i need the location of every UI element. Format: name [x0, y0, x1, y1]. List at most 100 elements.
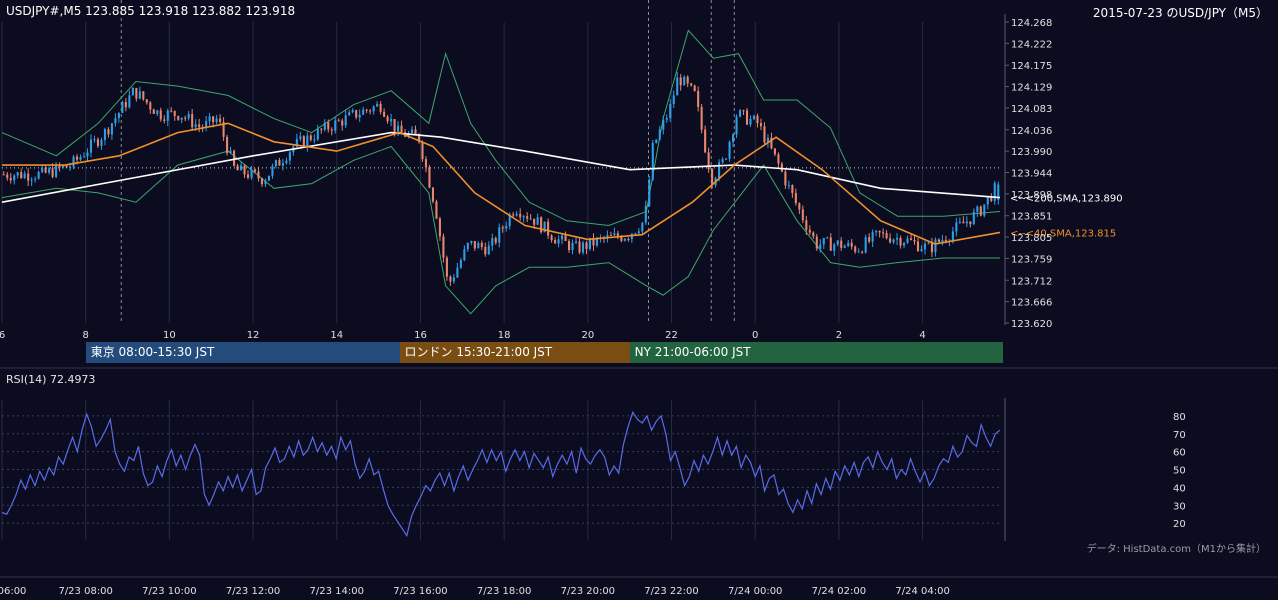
candle-body [417, 133, 421, 142]
candle-body [780, 163, 783, 172]
candle-body [927, 243, 930, 245]
candle-body [721, 159, 724, 163]
candle-body [16, 172, 19, 176]
price-tick-label: 124.036 [1011, 126, 1052, 137]
candle-body [588, 237, 592, 249]
chart-title: 2015-07-23 のUSD/JPY（M5） [1092, 6, 1268, 20]
candle-body [41, 167, 44, 172]
time-tick-label: 7/23 16:00 [393, 586, 447, 597]
candle-body [944, 239, 947, 242]
sma200-line [1, 131, 1001, 203]
price-axis: 124.268 124.222 124.175 124.129 124.083 124.0… [0, 14, 1052, 341]
candle-body [82, 156, 86, 158]
candle-body [609, 235, 612, 237]
candle-body [616, 233, 619, 238]
candle-body [344, 115, 347, 126]
price-tick-label: 123.944 [1011, 169, 1052, 180]
candle-body [23, 173, 26, 179]
candle-body [463, 249, 466, 261]
candle-body [323, 122, 326, 130]
candle-body [850, 242, 853, 247]
session-ny: NY 21:00-06:00 JST [629, 342, 1003, 363]
candle-body [149, 102, 152, 110]
candle-body [533, 218, 536, 225]
candle-body [37, 171, 40, 179]
candle-body [376, 103, 379, 107]
candle-body [958, 221, 961, 223]
candle-body [732, 134, 735, 142]
candle-body [620, 237, 623, 241]
time-tick-label: 7/23 14:00 [310, 586, 364, 597]
price-tick-label: 124.083 [1011, 104, 1052, 115]
candle-body [725, 158, 728, 160]
candle-body [410, 129, 414, 134]
candle-body [390, 119, 393, 122]
candle-body [693, 85, 696, 91]
candle-body [913, 239, 916, 242]
hour-tick-label: 10 [163, 330, 176, 341]
session-tokyo-label: 東京 08:00-15:30 JST [90, 345, 215, 359]
candle-body [250, 169, 253, 178]
rsi-label: RSI(14) 72.4973 [6, 373, 96, 386]
candle-body [812, 232, 815, 237]
candle-body [135, 87, 138, 99]
hour-tick-label: 14 [330, 330, 343, 341]
candle-body [704, 129, 707, 153]
hour-tick-label: 18 [498, 330, 511, 341]
time-tick-label: 7/23 12:00 [226, 586, 280, 597]
candle-body [253, 169, 257, 172]
candle-body [934, 239, 937, 253]
candle-body [484, 246, 487, 255]
candle-body [986, 196, 989, 205]
candle-body [623, 238, 626, 241]
rsi-tick-label: 60 [1173, 448, 1186, 459]
candle-body [442, 236, 445, 258]
rsi-line [1, 410, 1001, 538]
candle-body [951, 231, 954, 241]
candle-body [278, 160, 281, 166]
bollinger-upper-line [1, 29, 1001, 227]
candle-body [916, 241, 920, 252]
price-tick-label: 123.759 [1011, 254, 1052, 265]
candle-body [536, 217, 539, 225]
candle-body [170, 110, 173, 112]
candle-body [976, 206, 979, 212]
candle-body [871, 232, 874, 242]
time-axis: 06:00 7/23 08:00 7/23 10:00 7/23 12:00 7/23 … [0, 576, 1278, 597]
candle-body [428, 167, 431, 188]
candle-body [435, 201, 438, 219]
time-tick-label: 7/24 00:00 [728, 586, 782, 597]
candle-body [543, 221, 546, 233]
candle-body [882, 232, 885, 234]
candle-body [550, 235, 553, 241]
candle-body [854, 246, 857, 252]
candle-body [383, 111, 386, 117]
candle-body [68, 166, 72, 168]
price-tick-label: 124.175 [1011, 61, 1052, 72]
candle-body [96, 139, 100, 146]
candle-body [159, 110, 162, 120]
candle-body [267, 175, 270, 181]
price-tick-label: 124.268 [1011, 18, 1052, 29]
time-tick-label: 7/24 02:00 [812, 586, 866, 597]
candle-body [515, 213, 518, 216]
candle-body [299, 136, 302, 140]
price-tick-label: 123.712 [1011, 276, 1052, 287]
candle-body [163, 119, 166, 121]
candle-body [547, 221, 550, 236]
price-tick-label: 124.129 [1011, 83, 1052, 94]
candle-body [972, 211, 975, 225]
candle-body [313, 139, 316, 141]
candle-body [794, 193, 797, 204]
candle-body [274, 160, 277, 167]
candle-body [166, 110, 169, 121]
candle-body [351, 110, 354, 113]
candle-body [184, 117, 187, 119]
candle-body [369, 110, 372, 112]
candle-body [93, 139, 96, 141]
candle-body [288, 152, 291, 161]
candle-body [697, 90, 700, 107]
candle-body [34, 178, 37, 180]
hour-tick-label: 6 [0, 330, 5, 341]
